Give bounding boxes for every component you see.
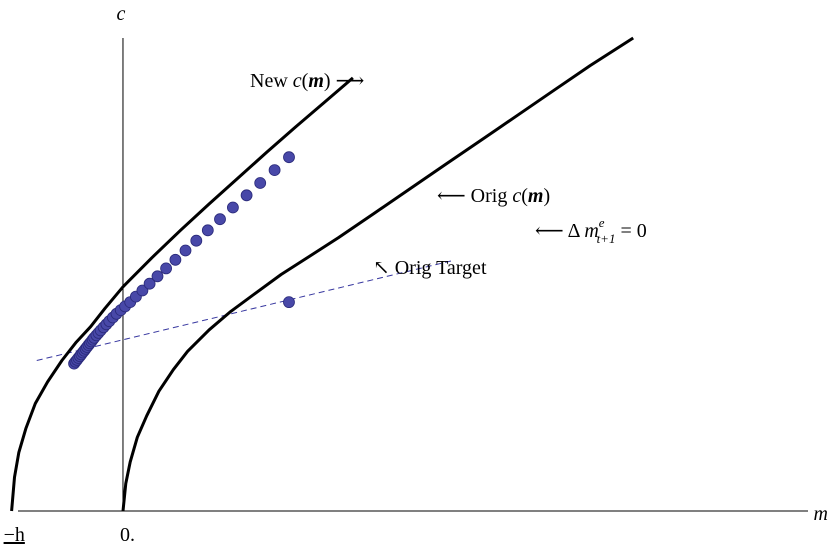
orig-c-m-label: ⟵ Orig c(m) [437,185,550,207]
y-axis-label: c [117,3,126,25]
new-policy-point [201,224,214,237]
delta-m-zero-label: ⟵ Δ me t+1 = 0 [535,215,647,246]
curves [10,36,635,512]
new-policy-point [214,213,226,226]
new-policy-point [136,284,149,297]
new-policy-point [179,244,192,257]
constraint-line [36,259,454,361]
orig-c-m-curve [121,36,635,512]
new-policy-point [169,253,182,266]
new-policy-point [190,234,203,247]
x-axis-label: m [814,503,828,525]
axes: c m −h 0. [4,3,828,546]
new-policy-points [68,151,295,370]
new-policy-point [151,270,164,283]
new-policy-point [240,189,253,202]
new-c-m-label: New c(m) ⟶ [250,70,364,92]
new-c-m-curve [10,76,354,512]
new-policy-point [226,201,239,214]
x-tick-labels: −h 0. [4,524,135,546]
new-policy-point [283,151,295,164]
annotations: New c(m) ⟶ ⟵ Orig c(m) ⟵ Δ me t+1 = 0 ↖ O… [250,70,647,279]
new-policy-point [268,164,281,177]
orig-target-point [283,296,295,309]
new-policy-point [143,277,156,290]
new-policy-point [160,262,173,275]
orig-target-label: ↖ Orig Target [373,257,487,279]
new-policy-point [254,177,267,189]
x-tick-label: 0. [120,524,135,546]
x-tick-label: −h [4,524,25,546]
